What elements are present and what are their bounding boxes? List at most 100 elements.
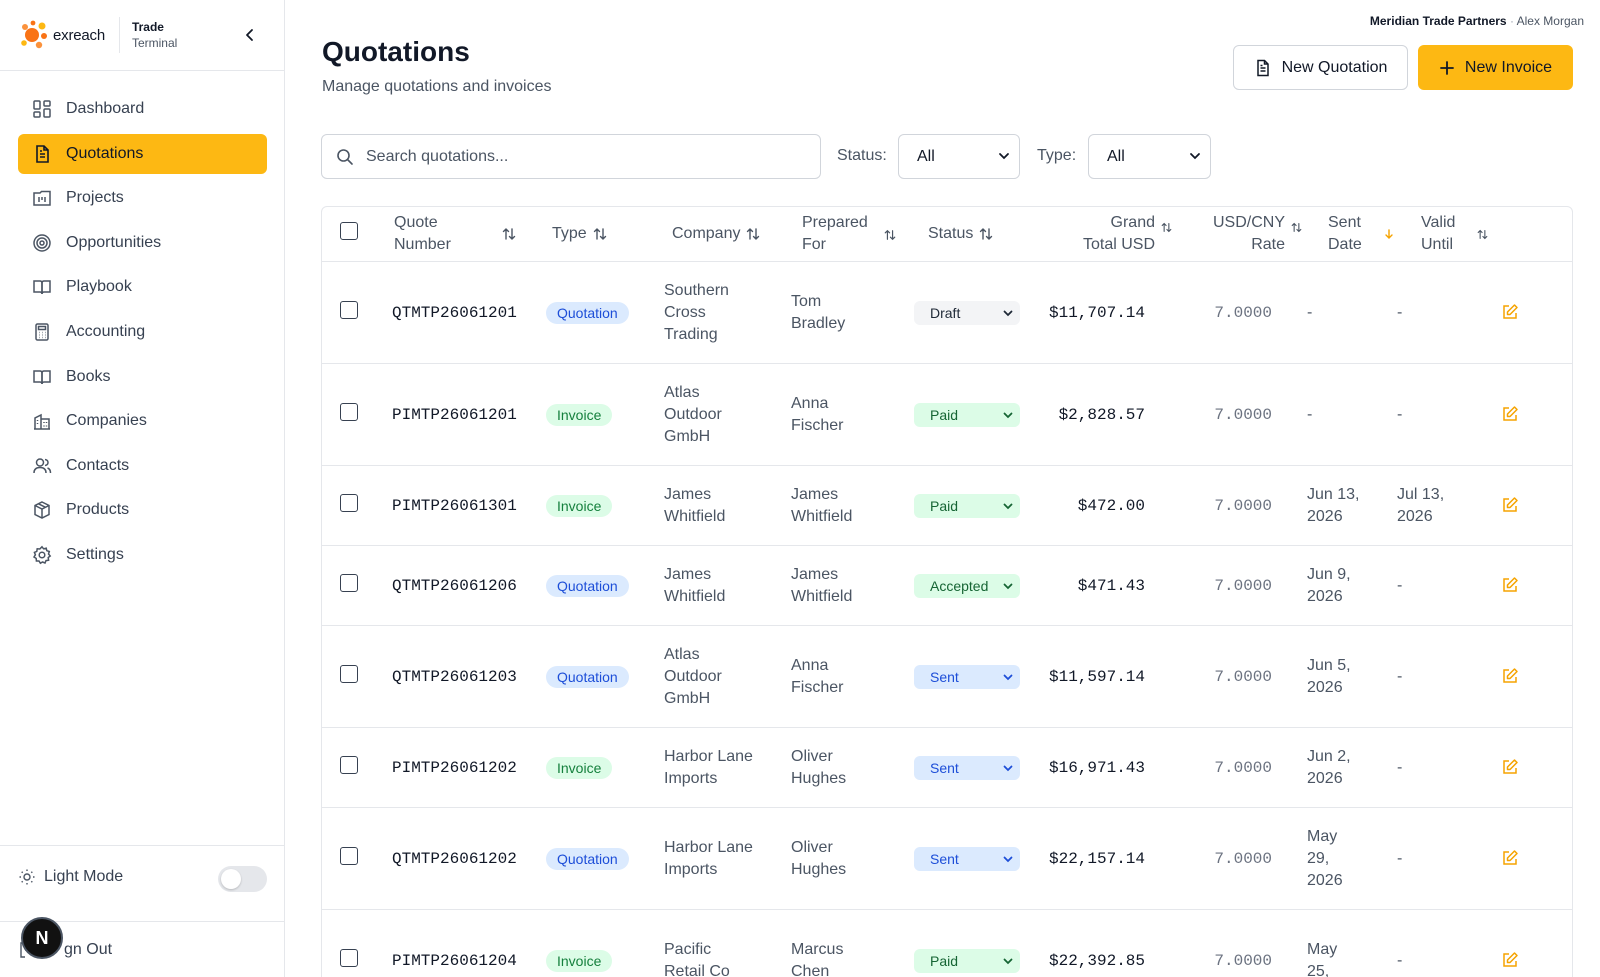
sidebar-item-contacts[interactable]: Contacts bbox=[18, 446, 267, 486]
edit-button[interactable] bbox=[1501, 758, 1519, 776]
row-checkbox[interactable] bbox=[340, 494, 358, 512]
sidebar-item-settings[interactable]: Settings bbox=[18, 535, 267, 575]
chevron-down-icon bbox=[1003, 503, 1013, 510]
header-status[interactable]: Status bbox=[928, 223, 993, 245]
sidebar-item-label: Books bbox=[66, 367, 111, 385]
header-quote-number[interactable]: Quote Number bbox=[394, 212, 524, 256]
type-cell: Quotation bbox=[546, 666, 629, 688]
sidebar-item-playbook[interactable]: Playbook bbox=[18, 267, 267, 307]
status-select[interactable]: Paid bbox=[914, 403, 1020, 427]
header-grand-total[interactable]: Grand Total USD bbox=[1062, 212, 1172, 256]
header-company[interactable]: Company bbox=[672, 223, 760, 245]
type-badge: Invoice bbox=[546, 757, 613, 779]
sidebar-item-label: Opportunities bbox=[66, 233, 162, 251]
prepared-for-line: Oliver bbox=[791, 748, 833, 765]
company-name-line: James bbox=[664, 566, 712, 583]
usd-cny-rate: 7.0000 bbox=[1214, 304, 1272, 322]
select-all-checkbox[interactable] bbox=[340, 222, 358, 240]
header-sent-date[interactable]: Sent Date bbox=[1328, 212, 1408, 256]
sidebar-item-books[interactable]: Books bbox=[18, 357, 267, 397]
theme-section: Light Mode bbox=[0, 845, 285, 921]
row-checkbox[interactable] bbox=[340, 403, 358, 421]
company-name-line: Cross bbox=[664, 304, 706, 321]
prepared-for: Tom Bradley bbox=[791, 291, 845, 335]
valid-until: - bbox=[1397, 848, 1402, 870]
header-valid-until[interactable]: Valid Until bbox=[1421, 212, 1501, 256]
row-checkbox[interactable] bbox=[340, 301, 358, 319]
row-checkbox[interactable] bbox=[340, 949, 358, 967]
projects-icon bbox=[32, 188, 52, 208]
quote-number[interactable]: PIMTP26061202 bbox=[392, 759, 517, 777]
quote-number[interactable]: PIMTP26061201 bbox=[392, 406, 517, 424]
type-filter-select[interactable]: All bbox=[1088, 134, 1211, 179]
gear-icon bbox=[32, 545, 52, 565]
new-quotation-button[interactable]: New Quotation bbox=[1233, 45, 1408, 90]
status-select[interactable]: Paid bbox=[914, 494, 1020, 518]
sent-date: - bbox=[1307, 302, 1312, 324]
edit-button[interactable] bbox=[1501, 951, 1519, 969]
edit-button[interactable] bbox=[1501, 576, 1519, 594]
sidebar-item-accounting[interactable]: Accounting bbox=[18, 312, 267, 352]
header-type[interactable]: Type bbox=[552, 223, 607, 245]
sidebar-item-quotations[interactable]: Quotations bbox=[18, 133, 267, 174]
row-checkbox[interactable] bbox=[340, 574, 358, 592]
company-name-line: Retail Co bbox=[664, 963, 730, 977]
company-name-line: GmbH bbox=[664, 690, 711, 707]
edit-button[interactable] bbox=[1501, 405, 1519, 423]
status-select[interactable]: Sent bbox=[914, 756, 1020, 780]
floating-avatar-button[interactable]: N bbox=[21, 917, 63, 959]
table-header: Quote Number Type Company Prepared For S… bbox=[322, 207, 1572, 262]
search-input[interactable] bbox=[366, 147, 786, 166]
status-value: Paid bbox=[930, 407, 959, 423]
sidebar-item-opportunities[interactable]: Opportunities bbox=[18, 223, 267, 263]
row-checkbox[interactable] bbox=[340, 756, 358, 774]
status-filter-label: Status: bbox=[837, 147, 887, 164]
header-prepared-for[interactable]: Prepared For bbox=[802, 212, 902, 256]
edit-button[interactable] bbox=[1501, 303, 1519, 321]
quote-number[interactable]: QTMTP26061201 bbox=[392, 304, 517, 322]
header-rate[interactable]: USD/CNY Rate bbox=[1202, 212, 1302, 256]
status-select[interactable]: Paid bbox=[914, 949, 1020, 973]
company-name-line: Trading bbox=[664, 326, 718, 343]
sent-date: May 29, 2026 bbox=[1307, 826, 1343, 892]
sent-date-cell: May 25, bbox=[1307, 939, 1337, 977]
theme-toggle[interactable] bbox=[218, 866, 267, 892]
valid-until-cell: - bbox=[1397, 757, 1402, 779]
sort-icon bbox=[593, 226, 607, 242]
edit-button[interactable] bbox=[1501, 849, 1519, 867]
quote-number[interactable]: QTMTP26061206 bbox=[392, 577, 517, 595]
new-invoice-label: New Invoice bbox=[1464, 58, 1553, 76]
quote-number[interactable]: QTMTP26061202 bbox=[392, 850, 517, 868]
new-invoice-button[interactable]: New Invoice bbox=[1418, 45, 1573, 90]
valid-until-cell: - bbox=[1397, 666, 1402, 688]
type-cell: Quotation bbox=[546, 575, 629, 597]
status-select[interactable]: Sent bbox=[914, 665, 1020, 689]
quote-number[interactable]: QTMTP26061203 bbox=[392, 668, 517, 686]
status-select[interactable]: Draft bbox=[914, 301, 1020, 325]
valid-until-cell: - bbox=[1397, 848, 1402, 870]
sidebar-item-products[interactable]: Products bbox=[18, 490, 267, 530]
grand-total: $472.00 bbox=[1077, 497, 1145, 515]
chevron-down-icon bbox=[1190, 153, 1200, 160]
edit-button[interactable] bbox=[1501, 667, 1519, 685]
collapse-sidebar-button[interactable] bbox=[240, 24, 260, 46]
sort-icon bbox=[502, 226, 516, 242]
sidebar-item-companies[interactable]: Companies bbox=[18, 401, 267, 441]
quote-number[interactable]: PIMTP26061204 bbox=[392, 952, 517, 970]
valid-until: Jul 13, 2026 bbox=[1397, 484, 1444, 528]
status-select[interactable]: Accepted bbox=[914, 574, 1020, 598]
sidebar-item-dashboard[interactable]: Dashboard bbox=[18, 89, 267, 129]
sent-date: - bbox=[1307, 404, 1312, 426]
valid-until-line: Jul 13, bbox=[1397, 486, 1445, 503]
edit-button[interactable] bbox=[1501, 496, 1519, 514]
sent-date: Jun 13, 2026 bbox=[1307, 484, 1359, 528]
row-checkbox[interactable] bbox=[340, 665, 358, 683]
page-subtitle: Manage quotations and invoices bbox=[322, 78, 552, 95]
status-filter-select[interactable]: All bbox=[898, 134, 1020, 179]
quote-number[interactable]: PIMTP26061301 bbox=[392, 497, 517, 515]
row-checkbox[interactable] bbox=[340, 847, 358, 865]
account-info: Meridian Trade Partners · Alex Morgan bbox=[1370, 14, 1584, 28]
sidebar-item-projects[interactable]: Projects bbox=[18, 178, 267, 218]
status-select[interactable]: Sent bbox=[914, 847, 1020, 871]
company-name: Harbor Lane Imports bbox=[664, 746, 753, 790]
